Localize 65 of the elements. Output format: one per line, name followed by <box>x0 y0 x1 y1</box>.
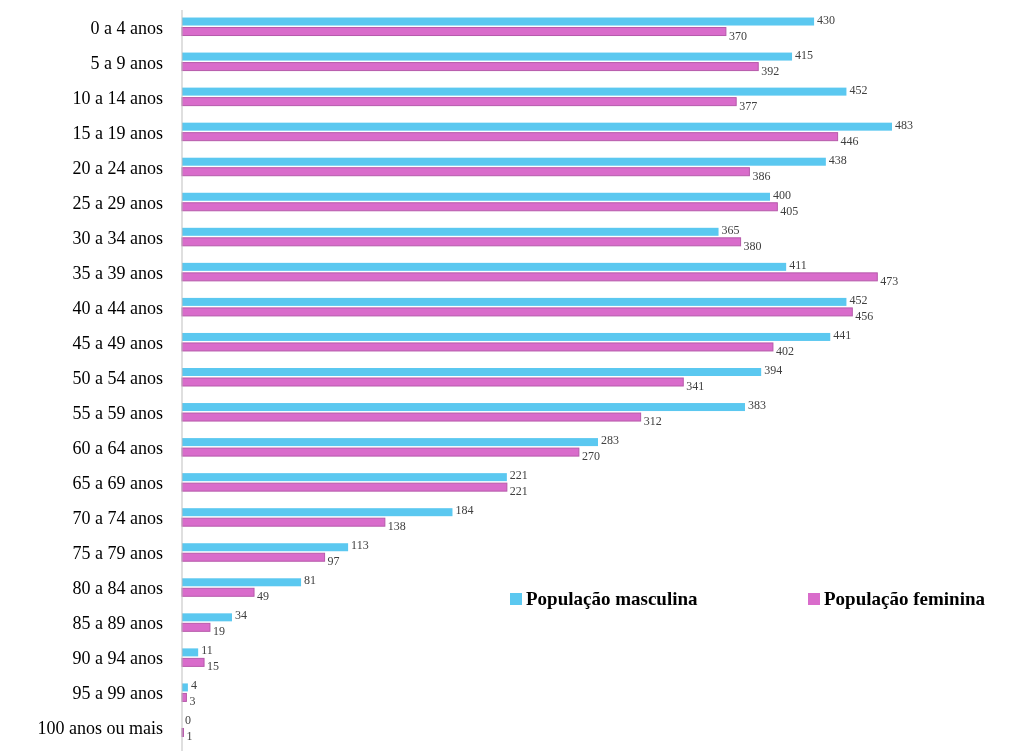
y-tick-label: 50 a 54 anos <box>72 368 163 388</box>
data-label: 394 <box>764 363 783 377</box>
data-label: 400 <box>772 187 791 202</box>
data-label: 411 <box>789 257 807 272</box>
y-tick-label: 0 a 4 anos <box>90 17 163 38</box>
y-tick-label: 100 anos ou mais <box>37 718 163 739</box>
data-label: 380 <box>743 238 762 253</box>
y-tick-label: 80 a 84 anos <box>72 578 163 599</box>
data-label: 365 <box>721 222 740 237</box>
y-tick-label: 5 a 9 anos <box>90 52 163 73</box>
data-label: 113 <box>351 538 369 553</box>
data-label: 15 <box>207 659 220 674</box>
y-tick-label: 95 a 99 anos <box>72 683 163 704</box>
data-label: 438 <box>828 152 847 167</box>
data-label: 19 <box>212 624 225 639</box>
data-label: 370 <box>728 28 747 43</box>
data-label: 312 <box>643 414 662 429</box>
data-label: 483 <box>895 117 913 132</box>
y-tick-label: 90 a 94 anos <box>72 648 163 669</box>
data-label: 221 <box>509 468 528 483</box>
data-label: 441 <box>833 327 852 342</box>
y-tick-label: 20 a 24 anos <box>72 157 163 178</box>
data-label: 473 <box>880 273 899 288</box>
data-label: 184 <box>455 503 474 518</box>
data-label: 49 <box>257 589 270 604</box>
data-label: 0 <box>185 713 191 728</box>
data-label: 270 <box>581 449 600 464</box>
y-tick-label: 75 a 79 anos <box>72 543 163 564</box>
data-label: 386 <box>752 168 771 183</box>
legend-label: População masculina <box>526 588 699 609</box>
data-label: 221 <box>509 484 528 499</box>
y-tick-label: 25 a 29 anos <box>72 192 163 213</box>
y-tick-label: 45 a 49 anos <box>72 332 163 353</box>
y-tick-label: 65 a 69 anos <box>72 473 163 494</box>
data-label: 341 <box>686 379 705 393</box>
data-label: 383 <box>748 398 766 413</box>
y-tick-label: 35 a 39 anos <box>72 262 163 283</box>
y-tick-label: 55 a 59 anos <box>72 403 163 424</box>
data-label: 1 <box>186 729 193 744</box>
data-label: 456 <box>855 308 874 323</box>
data-label: 452 <box>849 82 868 97</box>
data-label: 415 <box>795 47 814 62</box>
data-label: 392 <box>761 63 780 78</box>
data-label: 402 <box>775 343 794 358</box>
y-tick-label: 70 a 74 anos <box>72 508 163 529</box>
data-label: 446 <box>840 133 859 148</box>
data-label: 81 <box>304 573 317 588</box>
y-tick-label: 85 a 89 anos <box>72 613 163 634</box>
data-label: 4 <box>190 678 197 693</box>
data-label: 3 <box>189 694 196 709</box>
y-tick-label: 10 a 14 anos <box>72 87 163 108</box>
data-label: 452 <box>849 292 868 307</box>
data-label: 377 <box>739 98 758 113</box>
data-label: 430 <box>817 12 836 27</box>
legend-label: População feminina <box>824 588 986 609</box>
data-label: 138 <box>387 519 406 534</box>
data-label: 11 <box>201 643 213 658</box>
data-label: 283 <box>601 433 619 448</box>
y-tick-label: 15 a 19 anos <box>72 122 163 143</box>
data-label: 97 <box>327 554 340 569</box>
y-tick-label: 60 a 64 anos <box>72 438 163 459</box>
y-tick-label: 40 a 44 anos <box>72 297 163 318</box>
y-tick-label: 30 a 34 anos <box>72 227 163 248</box>
data-label: 405 <box>780 203 799 218</box>
data-label: 34 <box>234 608 247 623</box>
